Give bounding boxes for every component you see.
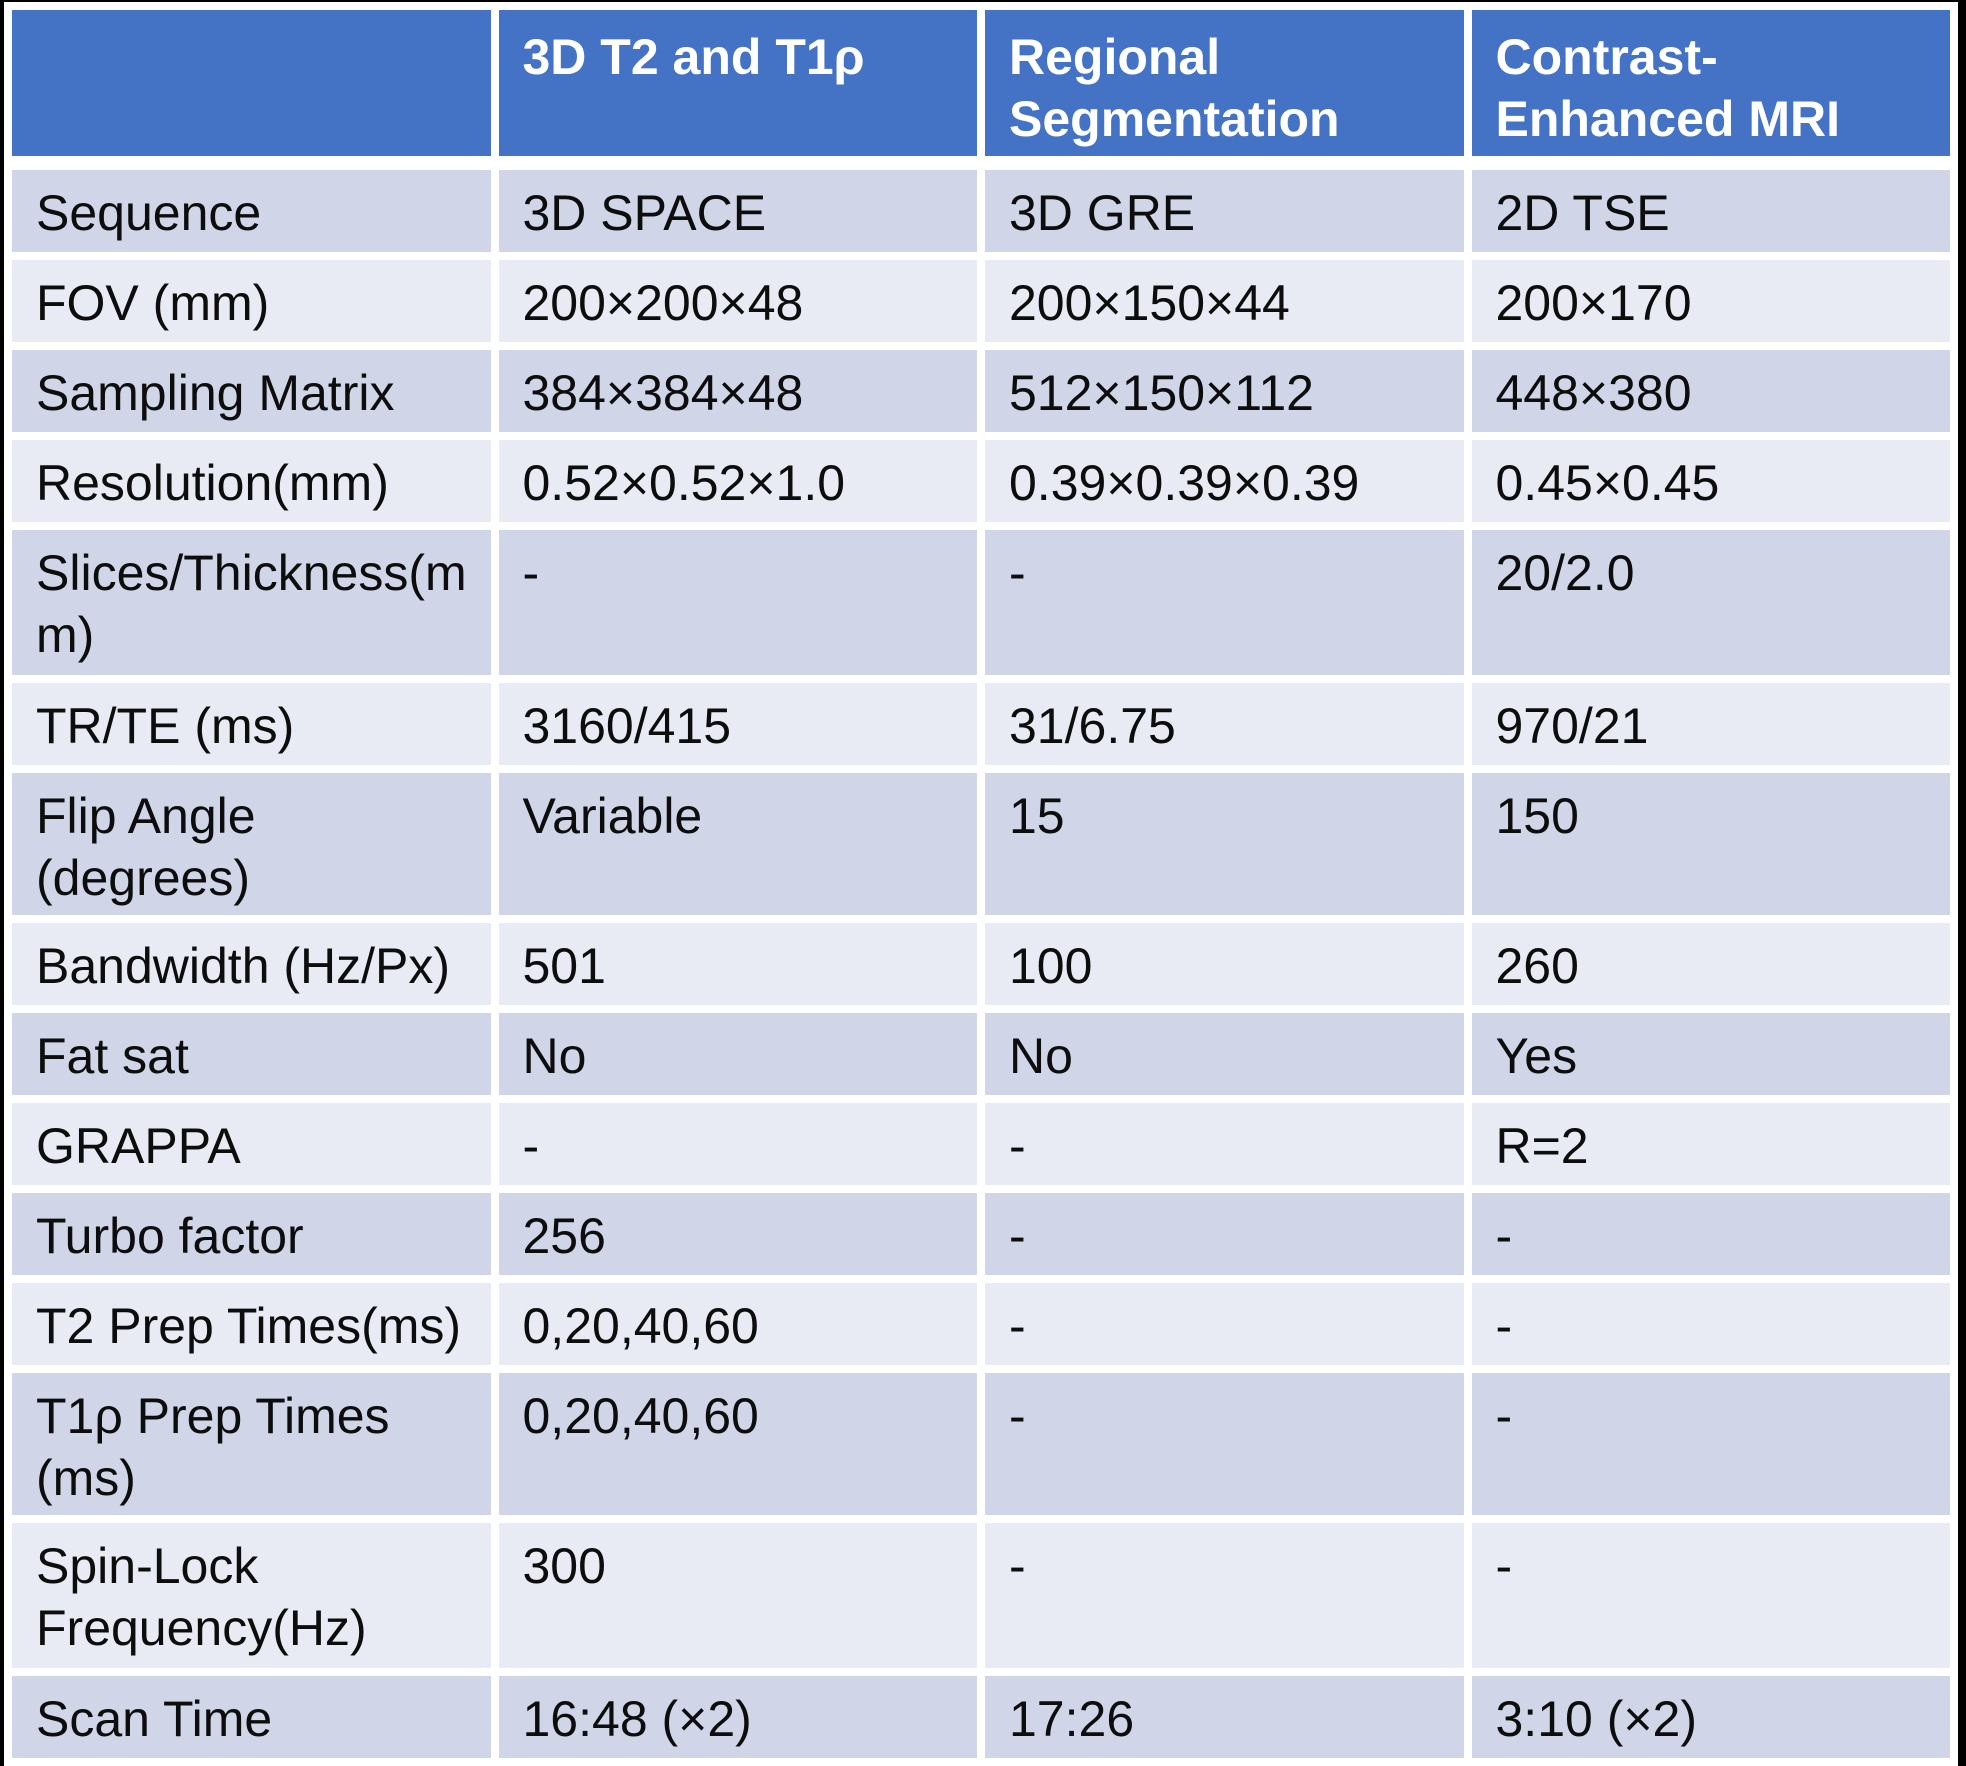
cell: 3160/415 xyxy=(498,683,977,765)
table-row: Slices/Thickness(mm) - -20/2.0 xyxy=(12,530,1950,675)
cell: Variable xyxy=(498,773,977,915)
table-row: Sampling Matrix 384×384×48 512×150×112 448×… xyxy=(12,350,1950,432)
header-row: 3D T2 and T1ρ Regional Segmentation Cont… xyxy=(12,10,1950,162)
cell: 150 xyxy=(1471,773,1950,915)
cell: - xyxy=(498,530,977,675)
column-header-contrast-enhanced-mri: Contrast-Enhanced MRI xyxy=(1471,10,1950,162)
cell: - xyxy=(985,1283,1464,1365)
cell: 3:10 (×2) xyxy=(1471,1676,1950,1758)
mri-parameters-table: 3D T2 and T1ρ Regional Segmentation Cont… xyxy=(4,2,1958,1766)
row-header: Flip Angle (degrees) xyxy=(12,773,491,915)
cell: 20/2.0 xyxy=(1471,530,1950,675)
cell: No xyxy=(498,1013,977,1095)
cell: 16:48 (×2) xyxy=(498,1676,977,1758)
cell: 0.45×0.45 xyxy=(1471,440,1950,522)
cell: 448×380 xyxy=(1471,350,1950,432)
table-row: TR/TE (ms) 3160/415 31/6.75 970/21 xyxy=(12,683,1950,765)
cell: R=2 xyxy=(1471,1103,1950,1185)
cell: - xyxy=(498,1103,977,1185)
cell: 0,20,40,60 xyxy=(498,1283,977,1365)
cell: 200×200×48 xyxy=(498,260,977,342)
cell: 300 xyxy=(498,1523,977,1668)
table-row: Sequence 3D SPACE 3D GRE 2D TSE xyxy=(12,170,1950,252)
table-row: GRAPPA - - R=2 xyxy=(12,1103,1950,1185)
cell: 2D TSE xyxy=(1471,170,1950,252)
cell: 3D GRE xyxy=(985,170,1464,252)
row-header: Bandwidth (Hz/Px) xyxy=(12,923,491,1005)
row-header: Resolution(mm) xyxy=(12,440,491,522)
cell: - xyxy=(985,1523,1464,1668)
cell: - xyxy=(985,1103,1464,1185)
column-header-regional-segmentation: Regional Segmentation xyxy=(985,10,1464,162)
table-row: T1ρ Prep Times (ms) 0,20,40,60- - xyxy=(12,1373,1950,1515)
row-header: FOV (mm) xyxy=(12,260,491,342)
cell: 970/21 xyxy=(1471,683,1950,765)
table-row: T2 Prep Times(ms) 0,20,40,60- - xyxy=(12,1283,1950,1365)
cell: 501 xyxy=(498,923,977,1005)
cell: - xyxy=(1471,1283,1950,1365)
cell: 3D SPACE xyxy=(498,170,977,252)
row-header: Sequence xyxy=(12,170,491,252)
cell: 0.39×0.39×0.39 xyxy=(985,440,1464,522)
row-header: Fat sat xyxy=(12,1013,491,1095)
row-header: Sampling Matrix xyxy=(12,350,491,432)
cell: - xyxy=(985,1373,1464,1515)
column-header-3d-t2-t1rho: 3D T2 and T1ρ xyxy=(498,10,977,162)
table-row: FOV (mm) 200×200×48 200×150×44 200×170 xyxy=(12,260,1950,342)
cell: - xyxy=(1471,1193,1950,1275)
row-header: TR/TE (ms) xyxy=(12,683,491,765)
table-body: Sequence 3D SPACE 3D GRE 2D TSE FOV (mm) 200×… xyxy=(12,170,1950,1758)
cell: 512×150×112 xyxy=(985,350,1464,432)
cell: 384×384×48 xyxy=(498,350,977,432)
cell: 256 xyxy=(498,1193,977,1275)
table-row: Scan Time 16:48 (×2) 17:26 3:10 (×2) xyxy=(12,1676,1950,1758)
row-header: T1ρ Prep Times (ms) xyxy=(12,1373,491,1515)
cell: 0,20,40,60 xyxy=(498,1373,977,1515)
cell: - xyxy=(1471,1523,1950,1668)
cell: 200×170 xyxy=(1471,260,1950,342)
cell: 15 xyxy=(985,773,1464,915)
cell: 200×150×44 xyxy=(985,260,1464,342)
row-header: Spin-Lock Frequency(Hz) xyxy=(12,1523,491,1668)
cell: No xyxy=(985,1013,1464,1095)
table-row: Bandwidth (Hz/Px) 501 100 260 xyxy=(12,923,1950,1005)
row-header: T2 Prep Times(ms) xyxy=(12,1283,491,1365)
cell: 100 xyxy=(985,923,1464,1005)
column-header-blank xyxy=(12,10,491,162)
row-header: Slices/Thickness(mm) xyxy=(12,530,491,675)
table-row: Resolution(mm) 0.52×0.52×1.0 0.39×0.39×0.3… xyxy=(12,440,1950,522)
cell: 31/6.75 xyxy=(985,683,1464,765)
table-row: Fat sat No No Yes xyxy=(12,1013,1950,1095)
cell: 17:26 xyxy=(985,1676,1464,1758)
table-row: Flip Angle (degrees) Variable 15 150 xyxy=(12,773,1950,915)
cell: - xyxy=(1471,1373,1950,1515)
cell: 260 xyxy=(1471,923,1950,1005)
table-row: Spin-Lock Frequency(Hz) 300- - xyxy=(12,1523,1950,1668)
row-header: GRAPPA xyxy=(12,1103,491,1185)
cell: 0.52×0.52×1.0 xyxy=(498,440,977,522)
row-header: Turbo factor xyxy=(12,1193,491,1275)
row-header: Scan Time xyxy=(12,1676,491,1758)
table-header: 3D T2 and T1ρ Regional Segmentation Cont… xyxy=(12,10,1950,162)
table-row: Turbo factor 256- - xyxy=(12,1193,1950,1275)
cell: - xyxy=(985,1193,1464,1275)
cell: Yes xyxy=(1471,1013,1950,1095)
cell: - xyxy=(985,530,1464,675)
